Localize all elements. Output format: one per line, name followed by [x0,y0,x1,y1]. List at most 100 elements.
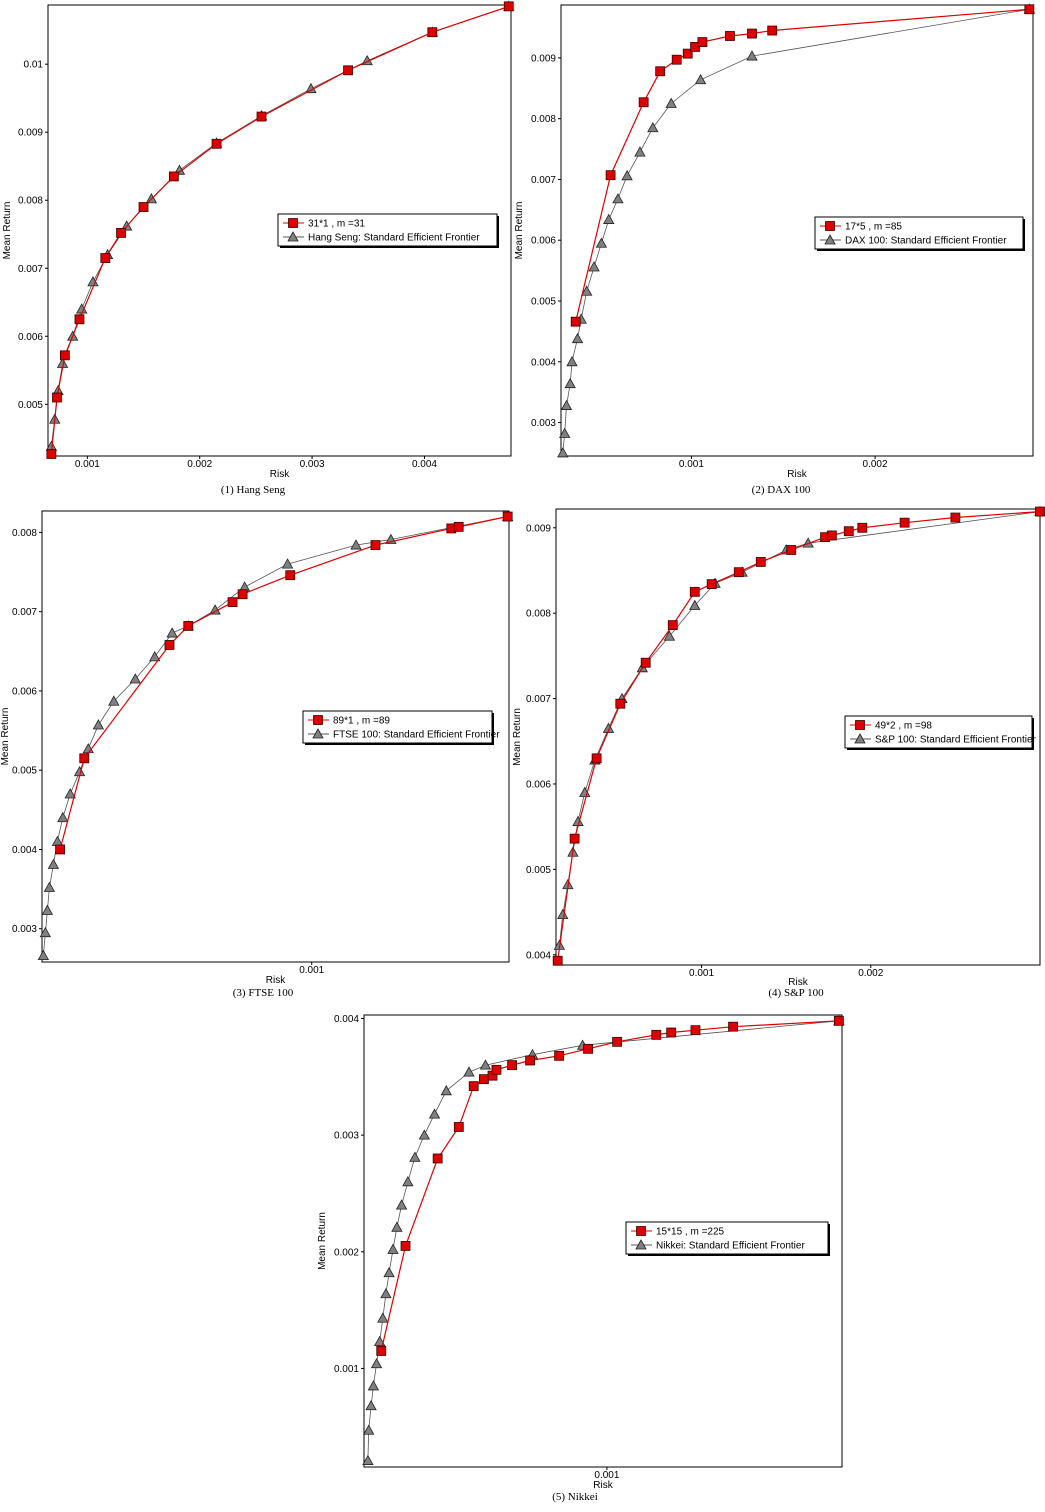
optimal-point [168,171,179,182]
optimal-point [211,138,222,149]
chart-panel-3: 0.003 0.004 0.005 0.006 0.007 0.008 0.001 Risk M… [0,510,514,999]
legend-square-marker [636,1226,646,1236]
optimal-point [786,545,797,555]
optimal-point [690,1025,701,1036]
optimal-point [733,567,744,578]
optimal-point [651,1029,662,1040]
legend-entry: 89*1 , m =89 [333,716,390,727]
legend-entry: Nikkei: Standard Efficient Frontier [656,1241,805,1252]
y-tick-label: 0.002 [334,1247,359,1258]
optimal-point [237,589,248,600]
frontier-point [129,673,141,684]
legend-entry: S&P 100: Standard Efficient Frontier [875,735,1037,746]
x-tick-label: 0.001 [75,459,100,470]
optimal-point [256,111,267,122]
chart-panel-1: 0.005 0.006 0.007 0.008 0.009 0.01 0.001 0.002 0… [2,0,515,496]
x-tick-label: 0.001 [689,968,714,979]
legend-box [814,216,1024,250]
optimal-point [432,1153,443,1164]
frontier-point [418,1129,431,1140]
optimal-point [164,640,175,650]
legend: 49*2 , m =98 S&P 100: Standard Efficient … [844,715,1037,750]
frontier-point [367,1380,380,1391]
frontier-series-line [367,1020,839,1461]
frontier-point [362,1454,374,1465]
chart-caption: (1) Hang Seng [221,484,286,496]
optimal-point [343,65,353,76]
y-tick-label: 0.006 [526,779,551,790]
y-tick-label: 0.003 [531,418,556,429]
y-tick-label: 0.006 [531,236,556,247]
x-axis-label: Risk [266,975,286,986]
frontier-point [281,558,294,569]
optimal-point [55,844,66,855]
frontier-point [377,1312,389,1323]
frontier-point [409,1151,421,1162]
optimal-point [554,1050,565,1061]
optimal-point [755,557,766,567]
y-tick-label: 0.009 [526,523,551,534]
optimal-point [502,511,513,522]
y-tick-label: 0.005 [18,400,43,411]
legend-box [277,213,498,247]
optimal-point [552,955,563,966]
y-tick-label: 0.007 [18,264,43,275]
frontier-point [440,1084,452,1096]
frontier-point [64,788,76,799]
optimal-point [667,620,678,631]
optimal-point [79,753,90,764]
optimal-point [370,540,381,550]
frontier-point [380,1287,392,1299]
legend-triangle-marker [312,728,324,739]
frontier-point [387,1243,399,1254]
frontier-point [564,377,576,389]
optimal-point [767,25,778,36]
optimal-point [591,753,602,764]
optimal-point [503,1,514,12]
legend-entry: DAX 100: Standard Efficient Frontier [845,236,1007,247]
y-axis-label: Mean Return [317,1212,328,1270]
frontier-point [557,447,569,458]
optimal-point [285,570,296,581]
y-tick-label: 0.01 [24,60,44,71]
x-axis-label: Risk [593,1480,613,1491]
optimal-point [570,316,581,327]
y-tick-label: 0.008 [526,609,551,620]
optimal-point [843,526,854,537]
y-tick-label: 0.004 [526,950,551,961]
y-tick-label: 0.006 [12,686,37,697]
optimal-point [569,833,580,844]
y-tick-label: 0.008 [18,196,43,207]
frontier-point [149,651,161,662]
x-tick-label: 0.003 [300,459,325,470]
y-tick-label: 0.009 [531,53,556,64]
optimal-point [899,517,910,528]
x-tick-label: 0.001 [679,459,704,470]
y-tick-label: 0.007 [12,607,37,618]
y-tick-label: 0.007 [526,694,551,705]
optimal-point [682,48,693,59]
chart-caption: (2) DAX 100 [752,484,811,496]
frontier-point [39,926,52,938]
frontier-point [621,169,633,181]
x-axis-label: Risk [788,977,808,988]
chart-panel-4: 0.004 0.005 0.006 0.007 0.008 0.009 0.001 0.002… [512,505,1045,999]
frontier-point [108,695,120,706]
frontier-point [166,627,178,638]
legend-triangle-marker [854,733,866,744]
optimal-point [52,392,62,403]
legend-square-marker [313,715,323,725]
legend-square-marker [825,221,835,231]
y-tick-label: 0.008 [531,114,556,125]
legend: 89*1 , m =89 FTSE 100: Standard Efficient… [302,710,500,745]
y-tick-label: 0.003 [334,1131,359,1142]
legend-entry: FTSE 100: Standard Efficient Frontier [333,730,500,741]
x-tick-label: 0.002 [863,459,888,470]
chart-caption: (3) FTSE 100 [233,987,294,999]
frontier-point [365,1399,377,1411]
frontier-point [665,97,677,108]
frontier-point [588,261,600,272]
frontier-point [370,1357,383,1369]
frontier-point [689,599,701,610]
